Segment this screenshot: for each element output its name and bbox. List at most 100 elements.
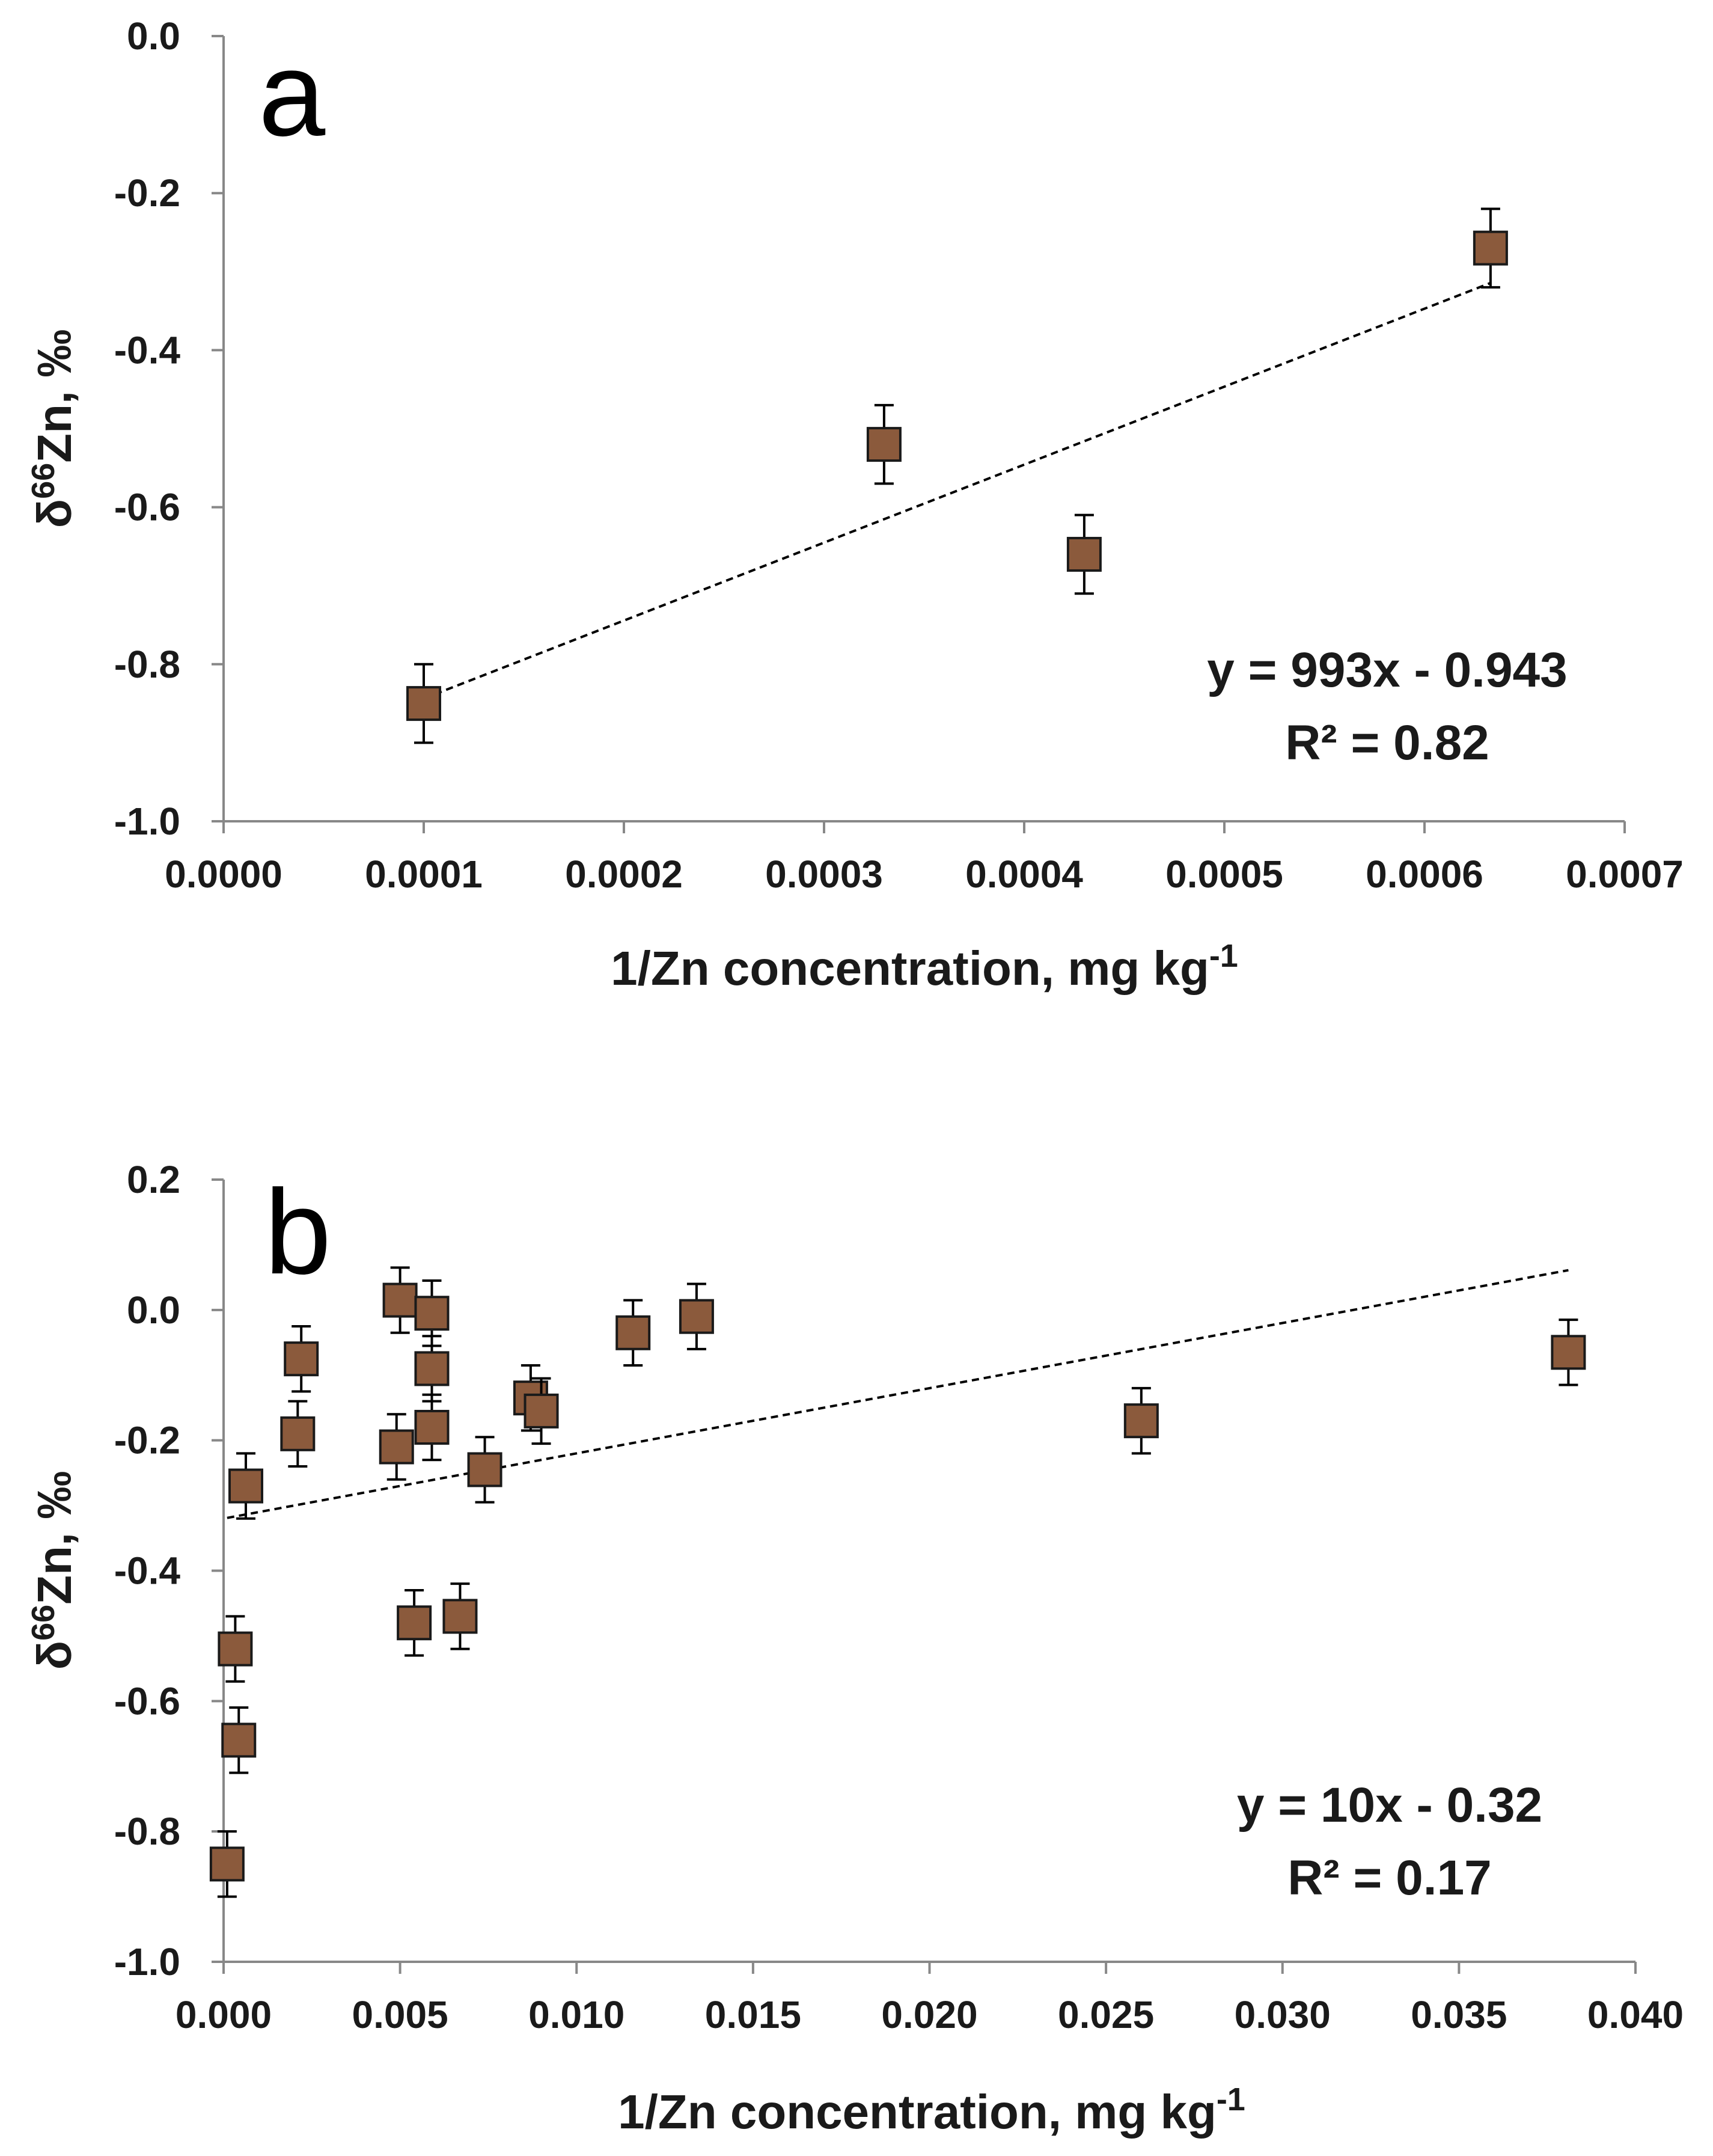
square-marker: [221, 1723, 257, 1758]
panel-b-y-axis-title: δ66Zn, ‰: [25, 1471, 81, 1670]
panel-b-data-point: [524, 1377, 559, 1445]
panel-b-data-point: [414, 1279, 450, 1347]
panel-b-chart: 0.2 0.0 -0.2 -0.4 -0.6 -0.8 -1.0 0.000 0.005 0.0…: [25, 1158, 1684, 2139]
panel-a-x-tick-label: 0.0001: [365, 853, 483, 896]
panel-b-y-tick-label: -0.8: [114, 1810, 180, 1853]
panel-b-x-tick-label: 0.040: [1587, 1993, 1684, 2036]
square-marker: [524, 1393, 559, 1429]
panel-b-data-point: [414, 1335, 450, 1403]
panel-a-chart: 0.0 -0.2 -0.4 -0.6 -0.8 -1.0 0.0000 0.0001 0.00…: [25, 14, 1684, 995]
panel-a-xlabel-sup: -1: [1209, 938, 1238, 974]
panel-b-y-tick-label: 0.2: [127, 1158, 180, 1201]
panel-a-y-tick-label: -0.6: [114, 486, 180, 529]
square-marker: [1473, 230, 1508, 266]
square-marker: [866, 427, 902, 462]
square-marker: [414, 1409, 450, 1445]
square-marker: [1551, 1335, 1586, 1370]
panel-b-ylabel-delta: δ: [28, 1641, 81, 1670]
square-marker: [679, 1299, 714, 1334]
square-marker: [1123, 1403, 1159, 1439]
panel-a-data-point: [866, 403, 902, 485]
panel-b-data-point: [442, 1582, 478, 1650]
panel-a-x-tick-label: 0.0006: [1366, 853, 1483, 896]
panel-a-x-tick-label: 0.0007: [1566, 853, 1684, 896]
panel-b-data-point: [218, 1615, 253, 1683]
panel-b-data-point: [209, 1830, 245, 1898]
panel-b-letter: b: [264, 1165, 331, 1299]
square-marker: [397, 1605, 432, 1641]
panel-b-data-point: [414, 1393, 450, 1462]
square-marker: [406, 686, 441, 721]
panel-a-data-point: [1473, 207, 1508, 289]
panel-b-data-point: [280, 1400, 316, 1468]
panel-b-data-point: [379, 1413, 414, 1481]
panel-b-x-tick-label: 0.020: [881, 1993, 977, 2036]
panel-b-data-point: [397, 1589, 432, 1657]
panel-b-data-point: [228, 1452, 263, 1520]
panel-a-x-tick-label: 0.0003: [765, 853, 883, 896]
panel-a-ylabel-sup: 66: [25, 463, 61, 499]
panel-b-data-point: [1551, 1318, 1586, 1386]
panel-b-x-tick-label: 0.015: [705, 1993, 801, 2036]
panel-a-y-tick-label: 0.0: [127, 14, 180, 58]
panel-a-x-tick-label: 0.0005: [1165, 853, 1283, 896]
panel-b-trendline: [227, 1269, 1569, 1519]
panel-b-y-tick-label: -0.2: [114, 1419, 180, 1462]
panel-a-equation: y = 993x - 0.943: [1207, 643, 1568, 697]
panel-a-x-tick-label: 0.0000: [165, 853, 282, 896]
panel-a-y-axis-title: δ66Zn, ‰: [25, 329, 81, 528]
square-marker: [218, 1631, 253, 1667]
panel-b-x-tick-label: 0.025: [1058, 1993, 1154, 2036]
panel-a-ylabel-delta: δ: [28, 499, 81, 528]
square-marker: [379, 1429, 414, 1465]
square-marker: [414, 1296, 450, 1331]
panel-a-letter: a: [258, 27, 326, 161]
panel-b-x-tick-label: 0.010: [528, 1993, 624, 2036]
panel-b-data-point: [679, 1282, 714, 1350]
panel-b-ylabel-sup: 66: [25, 1605, 61, 1641]
panel-b-y-tick-label: 0.0: [127, 1288, 180, 1332]
panel-b-data-point: [382, 1266, 418, 1334]
panel-b-data-point: [615, 1299, 651, 1367]
panel-b-x-tick-label: 0.035: [1411, 1993, 1507, 2036]
square-marker: [442, 1599, 478, 1634]
square-marker: [1066, 536, 1102, 572]
panel-b-xlabel-main: 1/Zn concentration, mg kg: [618, 2085, 1217, 2139]
panel-a-r-squared: R² = 0.82: [1285, 715, 1489, 770]
panel-b-data-point: [467, 1436, 502, 1504]
panel-a-xlabel-main: 1/Zn concentration, mg kg: [611, 942, 1209, 995]
panel-a-data-point: [1066, 513, 1102, 595]
panel-b-r-squared: R² = 0.17: [1287, 1851, 1492, 1905]
panel-b-data-point: [284, 1325, 319, 1393]
panel-a-x-tick-label: 0.0004: [965, 853, 1083, 896]
panel-b-x-axis-title: 1/Zn concentration, mg kg-1: [618, 2081, 1245, 2139]
panel-b-xlabel-sup: -1: [1217, 2081, 1245, 2118]
square-marker: [382, 1282, 418, 1318]
panel-a-y-tick-label: -0.4: [114, 328, 181, 372]
square-marker: [209, 1846, 245, 1882]
square-marker: [414, 1351, 450, 1386]
panel-a-data-point: [406, 663, 441, 744]
panel-b-ylabel-main: Zn, ‰: [28, 1471, 81, 1605]
panel-b-data-point: [221, 1706, 257, 1774]
panel-a-x-tick-label: 0.0002: [565, 853, 683, 896]
panel-b-x-tick-label: 0.030: [1235, 1993, 1331, 2036]
panel-a-y-tick-label: -1.0: [114, 800, 180, 843]
panel-a-x-axis-title: 1/Zn concentration, mg kg-1: [611, 938, 1238, 995]
panel-a-trendline: [423, 281, 1491, 700]
panel-b-x-tick-label: 0.005: [352, 1993, 448, 2036]
panel-a-y-tick-label: -0.8: [114, 643, 180, 686]
panel-a-ylabel-main: Zn, ‰: [28, 329, 81, 463]
square-marker: [615, 1315, 651, 1350]
square-marker: [280, 1416, 316, 1451]
panel-b-x-tick-label: 0.000: [176, 1993, 272, 2036]
panel-b-y-tick-label: -1.0: [114, 1940, 180, 1983]
panel-b-y-tick-label: -0.4: [114, 1549, 181, 1593]
panel-b-data-point: [1123, 1386, 1159, 1455]
panel-a-y-tick-label: -0.2: [114, 171, 180, 215]
panel-b-equation: y = 10x - 0.32: [1237, 1778, 1542, 1833]
panel-b-y-tick-label: -0.6: [114, 1679, 180, 1723]
square-marker: [467, 1452, 502, 1487]
square-marker: [284, 1341, 319, 1377]
